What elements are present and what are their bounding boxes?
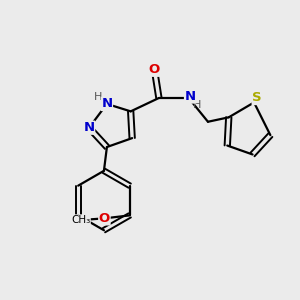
- Text: O: O: [99, 212, 110, 225]
- Text: H: H: [94, 92, 102, 102]
- Text: O: O: [149, 63, 160, 76]
- Text: CH₃: CH₃: [71, 215, 90, 225]
- Text: N: N: [101, 98, 112, 110]
- Text: S: S: [252, 92, 262, 104]
- Text: H: H: [194, 100, 202, 110]
- Text: N: N: [83, 121, 94, 134]
- Text: N: N: [184, 90, 196, 103]
